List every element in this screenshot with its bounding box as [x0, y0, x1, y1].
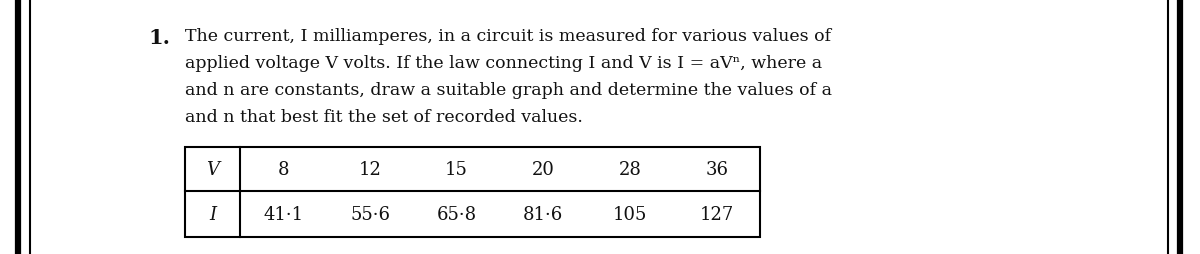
Text: applied voltage V volts. If the law connecting I and V is I = aVⁿ, where a: applied voltage V volts. If the law conn…	[185, 55, 822, 72]
Text: 8: 8	[277, 160, 289, 178]
Text: 105: 105	[613, 205, 647, 223]
Text: 28: 28	[618, 160, 642, 178]
Text: and n that best fit the set of recorded values.: and n that best fit the set of recorded …	[185, 108, 583, 125]
Text: The current, I milliamperes, in a circuit is measured for various values of: The current, I milliamperes, in a circui…	[185, 28, 832, 45]
Text: 20: 20	[532, 160, 554, 178]
Text: 65·8: 65·8	[437, 205, 476, 223]
Text: 15: 15	[445, 160, 468, 178]
Text: 36: 36	[706, 160, 728, 178]
Text: 81·6: 81·6	[523, 205, 564, 223]
Text: 1.: 1.	[148, 28, 170, 48]
Bar	[185, 147, 760, 237]
Text: and n are constants, draw a suitable graph and determine the values of a: and n are constants, draw a suitable gra…	[185, 82, 832, 99]
Text: 41·1: 41·1	[263, 205, 304, 223]
Text: 127: 127	[700, 205, 733, 223]
Text: V: V	[206, 160, 220, 178]
Text: 55·6: 55·6	[350, 205, 390, 223]
Text: 12: 12	[359, 160, 382, 178]
Text: I: I	[209, 205, 216, 223]
